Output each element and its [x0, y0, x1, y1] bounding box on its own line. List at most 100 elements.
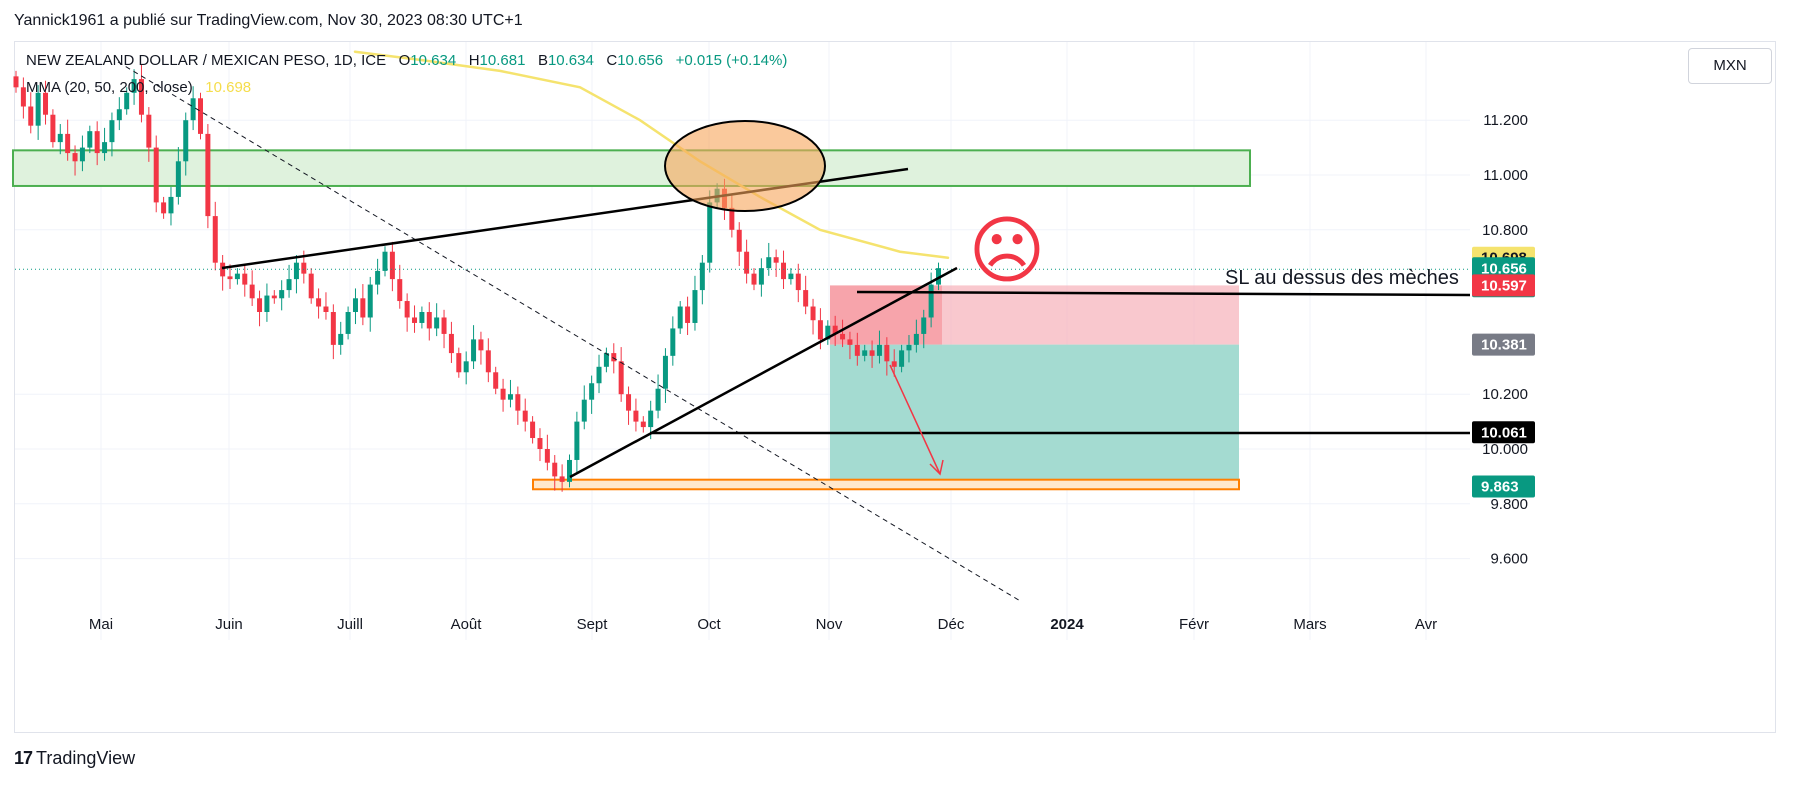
candle — [552, 455, 558, 491]
tradingview-logo[interactable]: 17 TradingView — [14, 748, 135, 769]
candle — [685, 296, 691, 336]
candle — [109, 112, 115, 157]
candle-body — [493, 372, 499, 389]
candle — [286, 264, 292, 298]
time-tick-label: Mai — [89, 616, 113, 633]
price-tick-label: 10.000 — [1482, 441, 1528, 458]
price-tag-text: 10.597 — [1481, 277, 1527, 294]
candle-body — [766, 257, 772, 269]
candle-body — [323, 306, 329, 312]
candle — [35, 85, 41, 140]
candle — [65, 119, 71, 161]
ma-label[interactable]: MMA (20, 50, 200, close) — [26, 79, 193, 96]
candle-body — [574, 421, 580, 460]
price-tag-bg — [1472, 274, 1535, 297]
candle-body — [338, 333, 344, 345]
price-tag-bg — [1472, 333, 1535, 356]
candle-body — [825, 325, 831, 340]
time-tick-label: Févr — [1179, 616, 1209, 633]
price-tag-text: 10.381 — [1481, 337, 1527, 354]
sl-annotation: SL au dessus des mèches — [1225, 267, 1459, 289]
price-tick-label: 11.200 — [1483, 112, 1528, 129]
candle — [840, 319, 846, 348]
candle-body — [640, 421, 646, 428]
candle-body — [618, 361, 624, 395]
candle-body — [293, 262, 299, 280]
candle-body — [404, 301, 410, 318]
candle-body — [257, 298, 263, 312]
candle-body — [707, 202, 713, 263]
candle-body — [382, 251, 388, 271]
candle-body — [611, 353, 617, 362]
candle — [57, 124, 63, 155]
candle — [434, 303, 440, 337]
symbol-name[interactable]: NEW ZEALAND DOLLAR / MEXICAN PESO, 1D, I… — [26, 52, 387, 69]
candle-body — [419, 312, 425, 323]
candle-body — [286, 279, 292, 291]
candle-body — [360, 298, 366, 318]
candle — [913, 319, 919, 353]
candle — [279, 280, 285, 311]
candle — [906, 335, 912, 363]
candle-body — [758, 268, 764, 285]
candle-body — [507, 394, 513, 400]
price-tag: 9.863 — [1472, 475, 1535, 498]
candle-body — [589, 383, 595, 400]
candle-body — [397, 279, 403, 302]
candle — [884, 337, 890, 376]
currency-button[interactable]: MXN — [1688, 48, 1772, 84]
candle — [825, 320, 831, 345]
candle-body — [478, 339, 484, 351]
candle — [662, 348, 668, 403]
price-tag-bg — [1472, 421, 1535, 444]
price-tag: 10.381 — [1472, 333, 1535, 356]
candle-body — [79, 147, 85, 162]
candle-body — [183, 120, 189, 162]
candle — [138, 64, 144, 123]
candle — [426, 302, 432, 341]
high-value: 10.681 — [479, 52, 526, 69]
price-tick-label: 9.800 — [1490, 496, 1528, 513]
candle — [537, 428, 543, 462]
candle-body — [928, 284, 934, 318]
candle-body — [434, 317, 440, 329]
sad-face-emoji: ☹ — [968, 208, 1045, 294]
candle-body — [552, 462, 558, 477]
candle-body — [279, 290, 285, 299]
candle — [124, 87, 130, 115]
candle-body — [131, 79, 137, 93]
candle — [198, 92, 203, 140]
candle — [921, 309, 927, 349]
time-tick-label: Mars — [1293, 616, 1326, 633]
candle-body — [345, 312, 351, 334]
candle — [375, 258, 381, 295]
candle — [758, 258, 764, 297]
candle — [670, 316, 676, 366]
candle — [367, 276, 373, 332]
candle-body — [234, 273, 240, 280]
close-label: C — [606, 52, 618, 69]
candle-body — [35, 92, 41, 126]
time-axis: Mai Juin Juill Août Sept Oct Nov Déc 2024 Févr Mar… — [89, 616, 1437, 633]
candle — [441, 309, 447, 349]
candle-body — [168, 196, 174, 214]
candle — [43, 80, 49, 125]
candle — [847, 331, 853, 360]
candle — [618, 347, 624, 402]
candle-body — [655, 388, 661, 411]
price-tag-bg — [1472, 475, 1535, 498]
low-value: 10.634 — [547, 52, 594, 69]
candle-body — [161, 202, 167, 214]
ma-value: 10.698 — [205, 79, 252, 96]
candle — [404, 293, 410, 332]
time-tick-label: Août — [451, 616, 483, 633]
candle-body — [441, 317, 447, 334]
candle — [751, 268, 757, 291]
candle — [522, 398, 528, 432]
time-tick-label: Nov — [816, 616, 843, 633]
candle — [463, 351, 469, 385]
price-tag: 10.597 — [1472, 274, 1535, 297]
candle-body — [205, 133, 211, 217]
candle — [249, 270, 255, 306]
